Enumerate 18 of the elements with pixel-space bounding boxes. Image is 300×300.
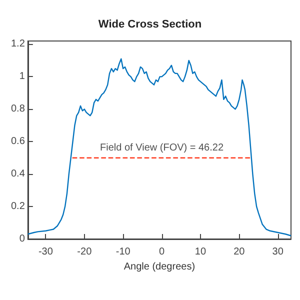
y-tick-label: 0.8	[10, 104, 26, 115]
x-tick-label: -10	[116, 246, 131, 258]
annotation: Field of View (FOV) = 46.22	[100, 142, 224, 154]
y-tick-label: 1	[19, 71, 26, 82]
x-axis-title: Angle (degrees)	[124, 261, 196, 272]
x-tick-label: -30	[38, 246, 54, 258]
y-tick-label: 0.6	[10, 136, 26, 148]
x-tick-label: -20	[77, 246, 92, 258]
chart-title: Wide Cross Section	[98, 18, 202, 30]
x-tick-label: 20	[234, 246, 246, 258]
x-tick-label: 0	[158, 246, 165, 258]
x-tick-label: 30	[272, 246, 284, 258]
y-tick-label: 0.2	[10, 201, 26, 212]
y-tick-label: 1.2	[10, 38, 26, 50]
y-tick-label: 0.4	[10, 168, 26, 180]
y-tick-label: 0	[19, 234, 26, 244]
x-tick-label: 10	[194, 246, 206, 258]
line-series	[27, 58, 292, 236]
